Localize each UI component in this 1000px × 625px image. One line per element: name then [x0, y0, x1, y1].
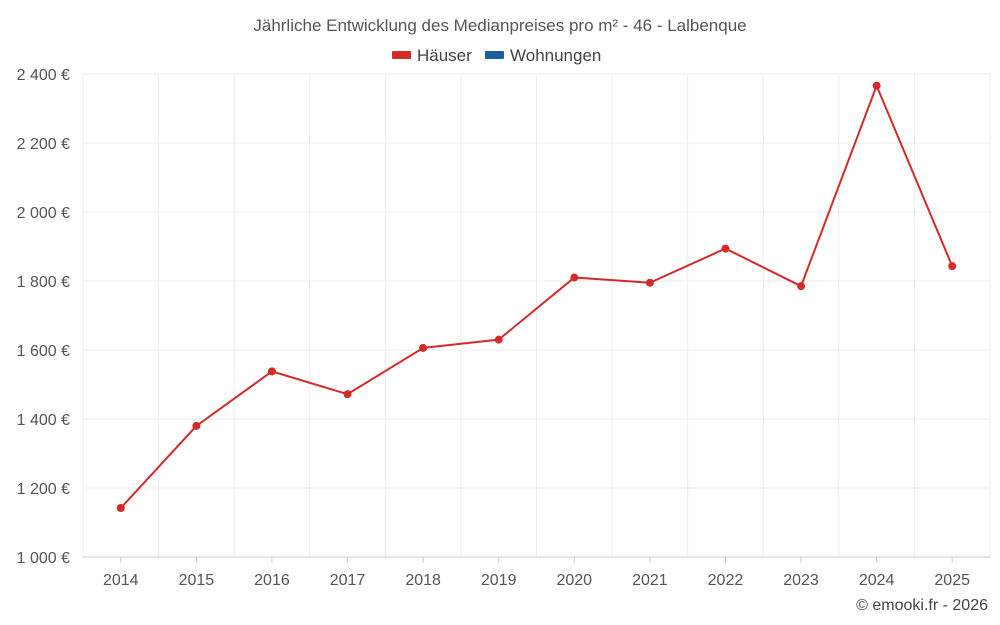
data-point[interactable] [645, 278, 654, 287]
data-point[interactable] [116, 504, 125, 513]
data-point[interactable] [872, 81, 881, 90]
data-point[interactable] [494, 335, 503, 344]
y-axis: 1 000 € 1 200 € 1 400 € 1 600 € 1 800 € 2 000… [17, 67, 70, 567]
data-point[interactable] [343, 390, 352, 399]
data-point[interactable] [797, 282, 806, 291]
y-tick-label: 1 600 € [17, 343, 70, 360]
x-tick-label: 2015 [179, 572, 215, 589]
data-point[interactable] [192, 421, 201, 430]
x-tick-label: 2017 [330, 572, 366, 589]
y-tick-label: 2 000 € [17, 205, 70, 222]
credit-text: © emooki.fr - 2026 [856, 597, 988, 614]
legend: Häuser Wohnungen [392, 46, 601, 65]
chart-title: Jährliche Entwicklung des Medianpreises … [253, 16, 746, 35]
y-tick-label: 2 400 € [17, 67, 70, 84]
legend-label-haeuser[interactable]: Häuser [417, 46, 472, 65]
x-tick-label: 2023 [783, 572, 819, 589]
x-tick-label: 2021 [632, 572, 668, 589]
data-point[interactable] [948, 262, 957, 271]
x-tick-label: 2024 [859, 572, 895, 589]
legend-label-wohnungen[interactable]: Wohnungen [510, 46, 601, 65]
legend-swatch-haeuser[interactable] [392, 51, 411, 59]
y-tick-label: 1 200 € [17, 481, 70, 498]
x-axis: 2014 2015 2016 2017 2018 2019 2020 2021 2022 2023… [83, 556, 990, 589]
y-tick-label: 1 800 € [17, 274, 70, 291]
y-tick-label: 1 000 € [17, 550, 70, 567]
data-point[interactable] [419, 343, 428, 352]
x-tick-label: 2014 [103, 572, 139, 589]
data-point[interactable] [721, 244, 730, 253]
x-tick-label: 2025 [934, 572, 970, 589]
legend-swatch-wohnungen[interactable] [485, 51, 504, 59]
series-line-haeuser[interactable] [120, 84, 954, 509]
x-tick-label: 2018 [405, 572, 441, 589]
x-tick-label: 2022 [708, 572, 744, 589]
series-layer [116, 81, 957, 513]
x-tick-label: 2019 [481, 572, 517, 589]
y-tick-label: 1 400 € [17, 412, 70, 429]
y-tick-label: 2 200 € [17, 136, 70, 153]
x-tick-label: 2016 [254, 572, 290, 589]
data-point[interactable] [267, 367, 276, 376]
grid [82, 73, 991, 558]
data-point[interactable] [570, 273, 579, 282]
x-tick-label: 2020 [556, 572, 592, 589]
